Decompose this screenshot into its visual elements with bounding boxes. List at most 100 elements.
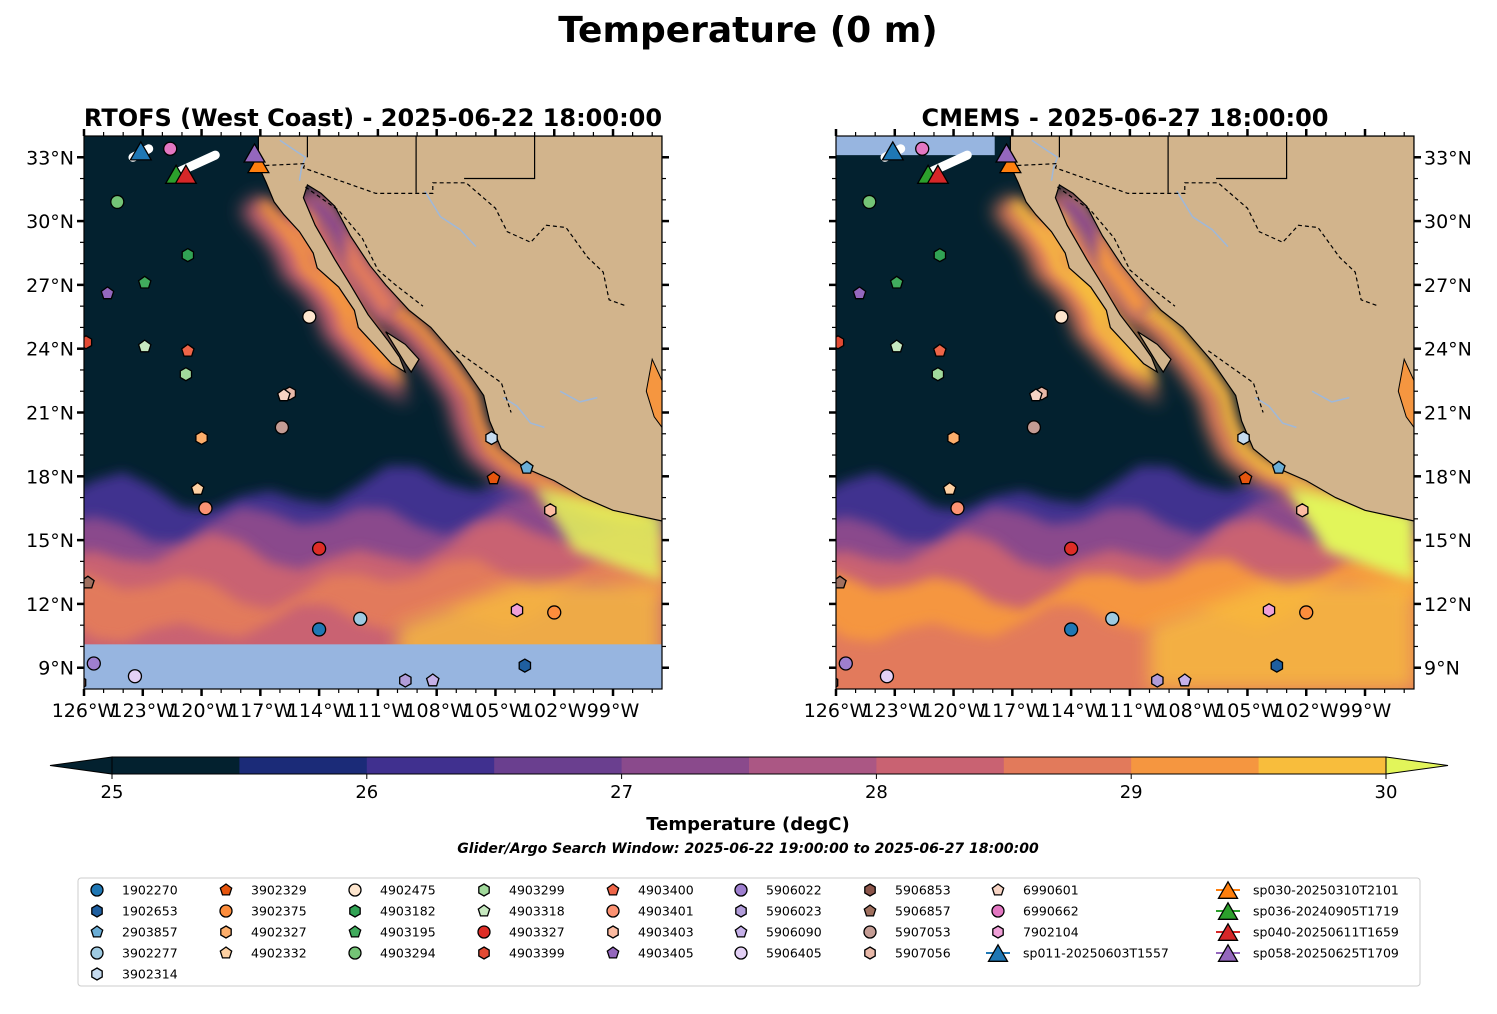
no-data-area [836,136,995,156]
glider-sp011-20250603T1557 [881,140,905,161]
legend-label: 3902277 [122,946,178,961]
legend-marker [1217,922,1239,941]
search-window-note: Glider/Argo Search Window: 2025-06-22 19… [457,841,1039,857]
argo-float-5906857 [836,575,847,589]
argo-float-2903857 [519,460,534,474]
y-tick-label: 12°N [1424,594,1472,616]
legend-marker [1217,901,1239,920]
legend-marker [734,925,748,938]
legend-marker [91,904,103,918]
legend-label: 4903405 [638,946,694,961]
legend-label: 4903399 [509,946,565,961]
argo-float-4903400 [180,343,195,357]
legend-marker [992,925,1004,939]
y-tick-label: 30°N [26,211,74,233]
legend-marker [987,943,1009,962]
argo-float-3902277 [1105,611,1120,626]
legend-label: 5906090 [766,925,822,940]
no-data-area [84,644,662,689]
legend-marker [349,904,361,918]
colorbar-segment [876,757,1005,774]
argo-float-3902277 [353,611,368,626]
argo-float-4903327 [1063,541,1079,556]
border-line [258,162,627,307]
colorbar-tick-label: 29 [1120,782,1143,803]
argo-float-6990601 [276,388,291,402]
legend-marker [478,946,490,960]
colorbar-extend-low [49,756,113,775]
y-tick-label: 9°N [1424,658,1460,680]
argo-float-5906405 [879,669,895,684]
legend-marker [734,883,748,897]
argo-float-5907053 [1026,420,1042,435]
glider-sp040-20250611T1659 [926,164,950,184]
map-panel-cmems: CMEMS - 2025-06-27 18:00:00 126°W123°W12… [804,104,1472,722]
legend-marker [606,883,620,896]
legend-marker [477,925,491,939]
colorbar-extend-high [1385,756,1449,775]
x-tick-label: 114°W [287,700,352,722]
legend-label: 3902329 [251,883,307,898]
y-tick-label: 33°N [1424,147,1472,169]
y-tick-label: 24°N [1424,339,1472,361]
x-tick-label: 123°W [862,700,927,722]
gulf-of-mexico-edge [1397,357,1414,429]
colorbar-segment [621,757,750,774]
argo-float-6990662 [915,141,930,156]
legend-label: 4902475 [380,883,436,898]
argo-float-4903299 [179,366,193,382]
argo-float-7902104 [1262,603,1276,618]
argo-float-2903857 [1271,460,1286,474]
colorbar-segment [366,757,495,774]
legend-marker [478,883,490,897]
state-line [464,136,536,180]
land [1009,136,1414,522]
river [502,396,545,429]
argo-float-4903401 [950,501,965,516]
colorbar-segment [1131,757,1260,774]
glider-sp030-20250310T2101 [246,153,270,174]
legend-marker [90,883,104,897]
legend-label: 4902327 [251,925,307,940]
legend-label: sp030-20250310T2101 [1253,883,1399,898]
argo-float-4903318 [137,339,152,353]
y-tick-label: 21°N [1424,403,1472,425]
legend-marker [477,904,491,917]
legend-label: 5907053 [895,925,951,940]
colorbar-segment [1003,757,1132,774]
legend-label: sp036-20240905T1719 [1253,904,1399,919]
legend-label: 1902270 [122,883,178,898]
legend-marker [991,883,1005,896]
legend-marker [863,925,877,939]
argo-float-3902329 [1238,471,1253,485]
legend-label: sp058-20250625T1709 [1253,946,1399,961]
colorbar-segment [494,757,623,774]
legend-label: 4903195 [380,925,436,940]
argo-float-3902375 [547,605,562,620]
y-tick-label: 18°N [26,466,74,488]
argo-float-4903294 [862,194,877,210]
x-tick-label: 111°W [346,700,411,722]
argo-float-5906090 [1177,673,1192,687]
legend-marker [606,904,620,918]
argo-float-1902653 [518,658,532,673]
legend-label: 7902104 [1023,925,1079,940]
legend-label: 5906023 [766,904,822,919]
x-tick-label: 108°W [1156,700,1221,722]
x-tick-label: 108°W [404,700,469,722]
argo-float-4903399 [836,335,845,350]
legend-label: 3902314 [122,967,178,982]
legend-label: sp011-20250603T1557 [1023,946,1169,961]
legend-label: 4903294 [380,946,436,961]
legend-marker [864,946,876,960]
x-tick-label: 102°W [522,700,587,722]
legend-marker [734,946,748,960]
legend-marker [91,967,103,981]
argo-float-4903405 [100,286,115,300]
argo-float-5906405 [127,669,143,684]
argo-float-4903327 [311,541,327,556]
colorbar-segment [749,757,877,774]
argo-float-4903400 [932,343,947,357]
x-tick-label: 126°W [804,700,869,722]
river [1176,190,1229,248]
